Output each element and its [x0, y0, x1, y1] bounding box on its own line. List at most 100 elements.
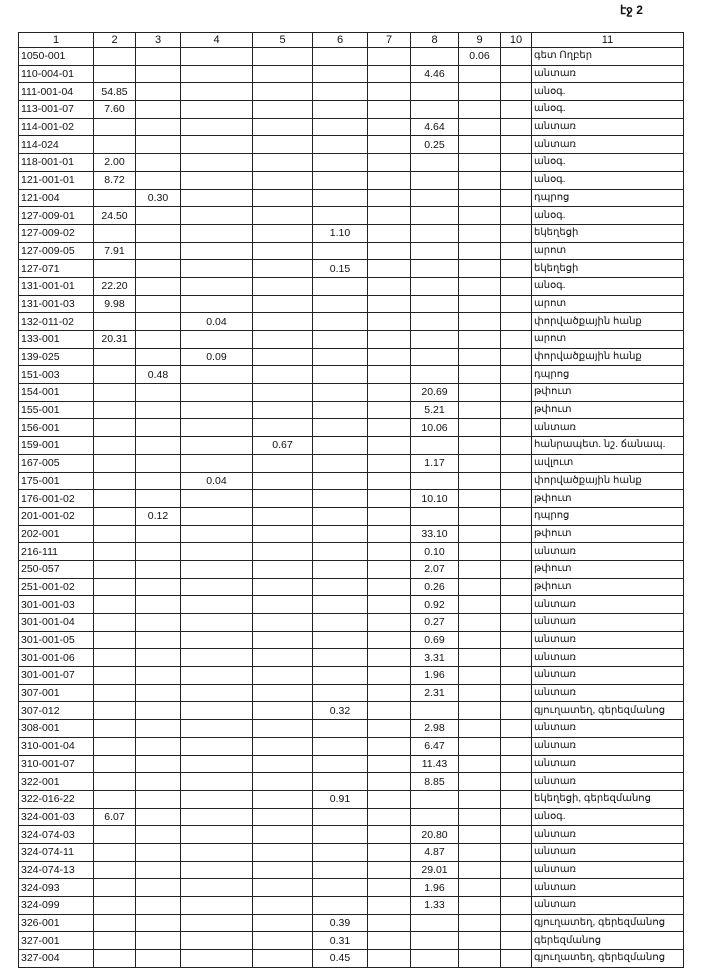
area-cell-col6: 0.91 — [312, 789, 368, 809]
area-cell-col3 — [135, 418, 181, 438]
area-cell-col9 — [458, 330, 501, 349]
area-cell-col2 — [93, 630, 136, 650]
area-cell-col9 — [458, 772, 501, 791]
area-cell-col10 — [500, 259, 532, 278]
land-type-cell: անտառ — [531, 683, 684, 703]
area-cell-col8: 3.31 — [410, 648, 459, 668]
area-cell-col9 — [458, 206, 501, 225]
parcel-code-cell: 324-074-11 — [18, 842, 94, 862]
area-cell-col2 — [93, 188, 136, 208]
parcel-code-cell: 1050-001 — [18, 47, 94, 66]
table-row: 301-001-03 0.92 անտառ — [18, 595, 684, 614]
area-cell-col9 — [458, 825, 501, 844]
parcel-code-cell: 251-001-02 — [18, 577, 94, 597]
area-cell-col7 — [367, 153, 411, 172]
area-cell-col2 — [93, 754, 136, 774]
area-cell-col5 — [252, 241, 313, 261]
parcel-code-cell: 308-001 — [18, 719, 94, 738]
area-cell-col7 — [367, 206, 411, 225]
area-cell-col5 — [252, 135, 313, 155]
area-cell-col9 — [458, 630, 501, 650]
table-row: 118-001-01 2.00 անօգ. — [18, 153, 684, 172]
area-cell-col6 — [312, 188, 368, 208]
area-cell-col2: 7.60 — [93, 100, 136, 119]
land-type-cell: փորվածքային հանք — [531, 312, 684, 331]
area-cell-col3 — [135, 153, 181, 172]
area-cell-col10 — [500, 223, 532, 243]
area-cell-col8 — [410, 330, 459, 349]
area-cell-col5 — [252, 842, 313, 862]
table-row: 307-012 0.32 գյուղատեղ, գերեզմանոց — [18, 701, 684, 721]
area-cell-col4 — [180, 842, 253, 862]
area-cell-col6 — [312, 47, 368, 66]
column-header-7: 7 — [367, 32, 411, 48]
table-row: 176-001-02 10.10 թփուտ — [18, 489, 684, 508]
area-cell-col5 — [252, 206, 313, 225]
area-cell-col7 — [367, 736, 411, 756]
area-cell-col9 — [458, 931, 501, 951]
area-cell-col10 — [500, 276, 532, 296]
table-row: 127-009-02 1.10 եկեղեցի — [18, 223, 684, 243]
area-cell-col9 — [458, 117, 501, 137]
area-cell-col7 — [367, 188, 411, 208]
area-cell-col3 — [135, 330, 181, 349]
area-cell-col9 — [458, 294, 501, 314]
area-cell-col5 — [252, 807, 313, 827]
land-type-cell: անօգ. — [531, 206, 684, 225]
area-cell-col10 — [500, 559, 532, 579]
area-cell-col5 — [252, 471, 313, 491]
area-cell-col8 — [410, 506, 459, 526]
column-header-10: 10 — [500, 32, 532, 48]
area-cell-col9 — [458, 489, 501, 508]
area-cell-col5 — [252, 82, 313, 102]
area-cell-col8: 11.43 — [410, 754, 459, 774]
parcel-code-cell: 301-001-04 — [18, 613, 94, 632]
area-cell-col9 — [458, 471, 501, 491]
area-cell-col3 — [135, 436, 181, 455]
area-cell-col8 — [410, 206, 459, 225]
column-header-9: 9 — [458, 32, 501, 48]
area-cell-col5 — [252, 276, 313, 296]
land-type-cell: անտառ — [531, 648, 684, 668]
land-type-cell: անտառ — [531, 64, 684, 84]
table-row: 175-001 0.04 փորվածքային հանք — [18, 471, 684, 491]
area-cell-col4 — [180, 701, 253, 721]
area-cell-col7 — [367, 842, 411, 862]
table-row: 327-004 0.45 գյուղատեղ, գերեզմանոց — [18, 949, 684, 968]
land-type-cell: անօգ. — [531, 276, 684, 296]
area-cell-col10 — [500, 206, 532, 225]
land-type-cell: անօգ. — [531, 153, 684, 172]
table-row: 154-001 20.69 թփուտ — [18, 383, 684, 402]
table-body: 1050-001 0.06 գետ Ողբեր 110-004-01 4.46 անտառ… — [18, 47, 684, 968]
table-row: 322-001 8.85 անտառ — [18, 772, 684, 791]
area-cell-col7 — [367, 241, 411, 261]
area-cell-col5 — [252, 312, 313, 331]
area-cell-col4 — [180, 613, 253, 632]
area-cell-col5 — [252, 117, 313, 137]
parcel-code-cell: 250-057 — [18, 559, 94, 579]
parcel-code-cell: 301-001-07 — [18, 666, 94, 685]
area-cell-col6 — [312, 153, 368, 172]
parcel-code-cell: 131-001-03 — [18, 294, 94, 314]
parcel-code-cell: 307-012 — [18, 701, 94, 721]
area-cell-col10 — [500, 931, 532, 951]
table-row: 127-071 0.15 եկեղեցի — [18, 259, 684, 278]
area-cell-col10 — [500, 100, 532, 119]
parcel-code-cell: 121-001-01 — [18, 170, 94, 190]
area-cell-col3 — [135, 719, 181, 738]
land-type-cell: անտառ — [531, 666, 684, 685]
area-cell-col5 — [252, 878, 313, 897]
area-cell-col4 — [180, 648, 253, 668]
area-cell-col7 — [367, 630, 411, 650]
land-type-cell: գետ Ողբեր — [531, 47, 684, 66]
area-cell-col5 — [252, 630, 313, 650]
area-cell-col4 — [180, 683, 253, 703]
land-type-cell: թփուտ — [531, 400, 684, 420]
area-cell-col3 — [135, 666, 181, 685]
area-cell-col9 — [458, 719, 501, 738]
area-cell-col9 — [458, 613, 501, 632]
area-cell-col9 — [458, 241, 501, 261]
area-cell-col4 — [180, 436, 253, 455]
area-cell-col7 — [367, 117, 411, 137]
area-cell-col2 — [93, 736, 136, 756]
